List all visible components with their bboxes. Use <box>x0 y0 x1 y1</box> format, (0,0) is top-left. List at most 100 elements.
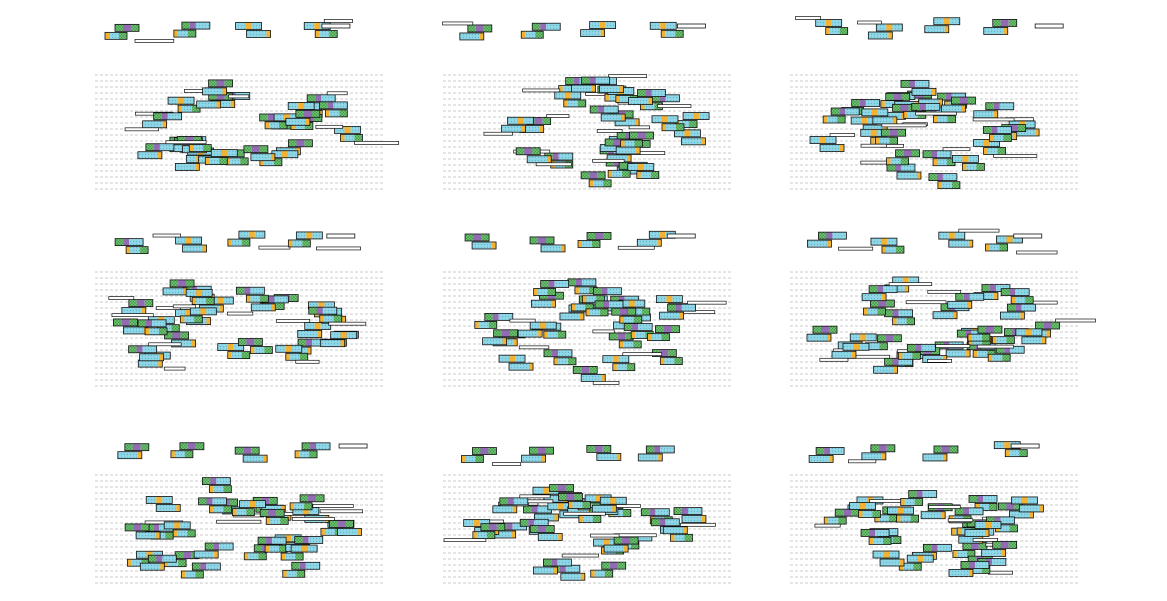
segment <box>609 562 618 570</box>
segment <box>184 450 193 458</box>
segment <box>620 140 625 148</box>
segment <box>223 297 234 305</box>
bar-outline <box>982 126 1012 134</box>
bar-outline <box>1021 336 1047 345</box>
segment <box>141 559 150 567</box>
segment <box>900 559 905 567</box>
bar-outline <box>191 296 215 305</box>
segment <box>985 326 994 334</box>
segment <box>937 93 946 101</box>
segment <box>873 551 884 559</box>
segment <box>999 243 1008 251</box>
segment <box>281 505 286 513</box>
segment <box>537 447 546 455</box>
segment <box>219 157 228 165</box>
segment <box>938 99 943 107</box>
segment <box>878 444 887 452</box>
segment <box>270 517 281 525</box>
segment <box>123 326 144 334</box>
segment <box>856 496 867 504</box>
bar-outline <box>586 232 612 240</box>
segment <box>170 450 175 458</box>
segment <box>590 106 599 114</box>
segment <box>603 300 610 308</box>
segment <box>827 240 832 248</box>
bar-outline <box>147 554 177 563</box>
segment <box>513 497 528 505</box>
segment <box>546 23 561 31</box>
segment <box>878 300 887 308</box>
segment <box>480 523 489 531</box>
segment <box>1035 321 1044 329</box>
strand <box>152 233 181 238</box>
bar-outline <box>181 21 211 30</box>
segment <box>938 232 949 240</box>
strand <box>628 125 650 130</box>
bar-outline <box>655 325 680 334</box>
segment <box>1012 132 1017 140</box>
segment <box>667 304 676 312</box>
segment <box>818 232 827 240</box>
segment <box>1006 502 1015 510</box>
segment <box>1011 296 1016 304</box>
segment <box>987 350 996 358</box>
segment <box>245 22 252 30</box>
bar-outline <box>585 308 609 317</box>
bar-outline <box>287 139 313 148</box>
bar-outline <box>875 23 903 32</box>
bar-outline <box>906 554 934 563</box>
bar-outline <box>480 523 506 532</box>
segment <box>882 293 887 301</box>
strand <box>535 162 572 167</box>
strand <box>316 246 361 251</box>
bar-outline <box>139 562 165 571</box>
segment <box>558 153 573 161</box>
segment <box>575 278 582 286</box>
segment <box>557 357 568 365</box>
segment <box>329 520 338 528</box>
segment <box>636 171 641 179</box>
bar-outline <box>554 91 582 100</box>
strand <box>947 518 974 523</box>
bar-outline <box>532 566 558 575</box>
bar-outline <box>291 561 321 570</box>
bar-outline <box>137 319 167 328</box>
strand <box>319 509 363 514</box>
segment <box>619 95 630 103</box>
segment <box>566 493 575 501</box>
segment <box>534 519 549 527</box>
bar-outline <box>667 303 696 312</box>
segment <box>551 559 558 567</box>
segment <box>530 322 541 330</box>
bar-outline <box>637 453 663 462</box>
segment <box>571 85 592 93</box>
segment <box>227 351 232 359</box>
segment <box>859 99 866 107</box>
segment <box>581 278 596 286</box>
segment <box>538 330 543 338</box>
segment <box>1012 235 1023 243</box>
bar-outline <box>896 171 922 180</box>
segment <box>624 545 629 553</box>
bar-outline <box>559 312 585 321</box>
segment <box>635 118 640 126</box>
segment <box>967 301 972 309</box>
segment <box>547 502 558 510</box>
segment <box>1041 336 1046 344</box>
segment <box>970 542 979 550</box>
segment <box>1003 27 1008 35</box>
segment <box>226 157 231 165</box>
segment <box>893 93 902 101</box>
segment <box>915 344 922 352</box>
segment <box>622 537 631 545</box>
bar-outline <box>529 321 557 330</box>
segment <box>249 500 256 508</box>
segment <box>564 91 571 99</box>
segment <box>206 497 213 505</box>
segment <box>181 22 190 30</box>
segment <box>862 293 883 301</box>
segment <box>595 232 604 240</box>
strand <box>546 114 570 118</box>
segment <box>946 349 967 357</box>
strand <box>354 141 400 145</box>
